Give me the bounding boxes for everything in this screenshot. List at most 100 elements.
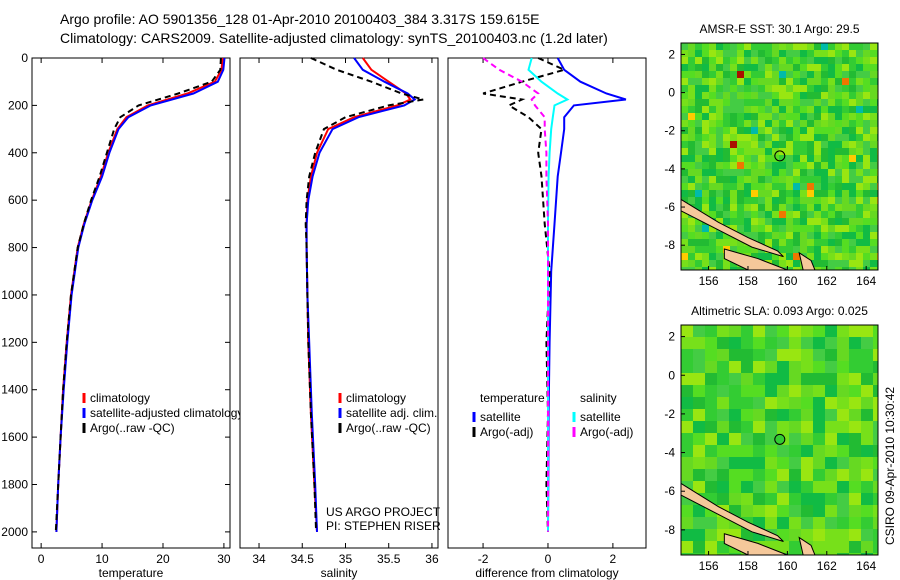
map-cell [807,239,814,246]
map-cell [723,169,730,176]
map-cell [744,92,751,99]
map-cell [828,106,835,113]
map-cell [828,211,835,218]
map-cell [856,92,863,99]
map-cell [709,176,716,183]
map-cell [681,337,693,349]
map-cell [681,211,688,218]
map-cell [737,120,744,127]
map-cell [765,433,777,445]
map-cell [856,204,863,211]
map-cell [744,197,751,204]
map-cell [825,445,837,457]
map-cell [825,469,837,481]
map-cell [753,373,765,385]
map-cell [861,469,873,481]
map-cell [729,457,741,469]
map-cell [856,148,863,155]
map-cell [681,385,693,397]
map-lon-label: 158 [738,274,758,288]
map-cell [741,421,753,433]
map-cell [786,85,793,92]
map-cell [772,134,779,141]
map-cell [702,78,709,85]
map-cell [681,541,693,553]
map-cell [863,57,870,64]
map-cell [772,169,779,176]
map-cell [801,361,813,373]
map-cell [793,197,800,204]
map-cell [777,349,789,361]
map-cell [772,57,779,64]
map-cell [772,92,779,99]
map-cell [825,373,837,385]
map-cell [835,190,842,197]
map-cell [716,50,723,57]
map-cell [800,92,807,99]
argo-position-marker [774,150,786,162]
map-cell [717,481,729,493]
map-cell [842,267,849,270]
map-cell [786,169,793,176]
map-cell [842,64,849,71]
map-cell [716,43,723,50]
map-cell [873,337,878,349]
map-cell [723,71,730,78]
map-cell [729,493,741,505]
map-cell [789,541,801,553]
map-cell [861,325,873,337]
map-cell [709,106,716,113]
map-cell [821,267,828,270]
map-cell [856,267,863,270]
map-cell [772,50,779,57]
map-cell [801,517,813,529]
map-cell [744,232,751,239]
map-cell [863,64,870,71]
map-cell [837,457,849,469]
map-cell [856,85,863,92]
map-cell [723,155,730,162]
map-cell [814,43,821,50]
map-cell [758,127,765,134]
map-cell [813,517,825,529]
map-cell [835,127,842,134]
map-cell [681,148,688,155]
x-tick-label: 30 [217,552,231,566]
map-cell [793,99,800,106]
map-cell [716,85,723,92]
map-cell [758,85,765,92]
map-cell [835,162,842,169]
map-cell [849,120,856,127]
map-cell [856,155,863,162]
map-cell [688,225,695,232]
map-cell [779,211,786,218]
map-cell [849,469,861,481]
map-cell [842,85,849,92]
map-cell [737,64,744,71]
map-cell [705,457,717,469]
map-cell [716,99,723,106]
map-cell [873,553,878,555]
map-cell [737,127,744,134]
map-cell [828,43,835,50]
x-tick-label: 34 [252,552,266,566]
map-cell [741,337,753,349]
map-cell [751,78,758,85]
map-cell [842,127,849,134]
map-cell [716,267,723,270]
map-cell [709,50,716,57]
map-cell [821,71,828,78]
map-cell [693,529,705,541]
map-cell [737,141,744,148]
map-cell [779,71,786,78]
map-cell [709,113,716,120]
map-cell [821,50,828,57]
map-cell [837,421,849,433]
map-cell [702,148,709,155]
map-cell [737,92,744,99]
map-cell [837,493,849,505]
map-cell [835,267,842,270]
map-cell [772,260,779,267]
map-cell [825,385,837,397]
map-cell [863,43,870,50]
